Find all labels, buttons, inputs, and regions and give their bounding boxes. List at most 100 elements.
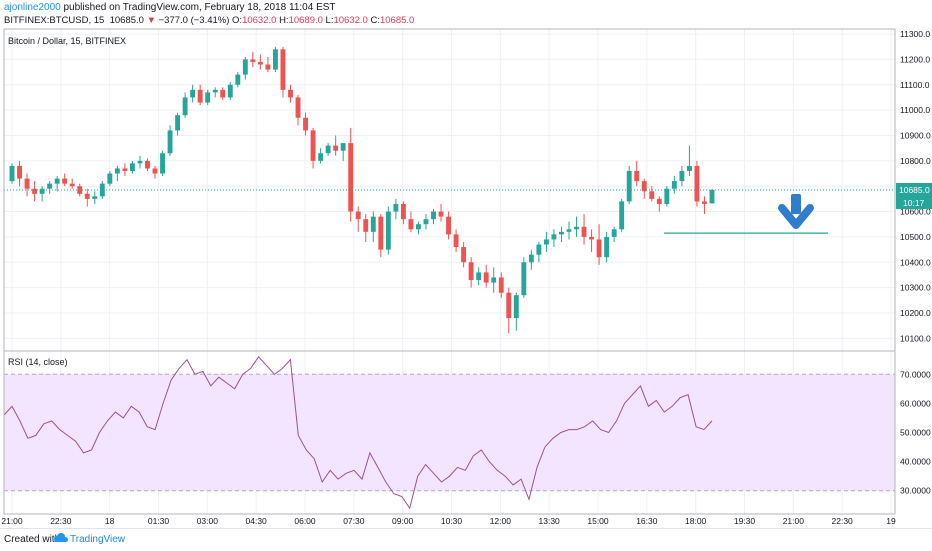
countdown-label: 10:17 bbox=[903, 198, 925, 208]
candle-body bbox=[295, 97, 301, 118]
price-tick-label: 10500.0 bbox=[900, 232, 931, 242]
time-tick-label: 04:30 bbox=[246, 516, 268, 526]
candle-body bbox=[385, 211, 391, 250]
candle-body bbox=[596, 239, 602, 258]
candle-body bbox=[408, 219, 414, 230]
tradingview-cloud-icon bbox=[54, 533, 68, 542]
candle-body bbox=[152, 168, 158, 174]
countdown-bg bbox=[896, 196, 932, 209]
candle-body bbox=[574, 226, 579, 230]
symbol-line: BITFINEX:BTCUSD, 15 10685.0 ▼ −377.0 (−3… bbox=[4, 15, 414, 26]
price-tick-label: 10200.0 bbox=[900, 308, 931, 318]
candle-body bbox=[513, 295, 519, 319]
candle-body bbox=[62, 178, 68, 184]
candle-body bbox=[521, 262, 527, 296]
rsi-line bbox=[3, 355, 713, 510]
footer: Created with TradingView bbox=[0, 528, 932, 551]
price-tick-label: 10600.0 bbox=[900, 207, 931, 217]
candle-body bbox=[17, 165, 22, 179]
tradingview-brand-link[interactable]: TradingView bbox=[70, 534, 126, 545]
candle-body bbox=[461, 247, 467, 263]
candle-body bbox=[370, 216, 376, 232]
candle-body bbox=[393, 203, 399, 212]
candle-body bbox=[114, 168, 120, 174]
time-tick-label: 13:30 bbox=[539, 516, 561, 526]
close-label: C: bbox=[370, 15, 380, 26]
rsi-tick-label: 50.0000 bbox=[900, 428, 931, 438]
price-tick-label: 10800.0 bbox=[900, 156, 931, 166]
author-link[interactable]: ajonline2000 bbox=[4, 2, 61, 13]
candle-body bbox=[265, 64, 271, 70]
rsi-tick-label: 40.0000 bbox=[900, 457, 931, 467]
candle-body bbox=[671, 181, 677, 189]
candle-body bbox=[205, 92, 211, 103]
time-tick-label: 19 bbox=[886, 516, 896, 526]
candle-body bbox=[145, 160, 150, 169]
rsi-tick-label: 60.0000 bbox=[900, 398, 931, 408]
price-tick-label: 11200.0 bbox=[900, 54, 930, 64]
candle-body bbox=[182, 97, 188, 116]
change-arrow-icon: ▼ bbox=[146, 15, 156, 26]
candle-body bbox=[619, 201, 625, 230]
candle-body bbox=[250, 59, 256, 62]
candle-body bbox=[303, 117, 308, 131]
chart-header: ajonline2000 published on TradingView.co… bbox=[0, 0, 932, 28]
price-tick-label: 10900.0 bbox=[900, 130, 931, 140]
candle-body bbox=[167, 130, 173, 154]
close-value: 10685.0 bbox=[379, 15, 415, 26]
candle-body bbox=[378, 216, 384, 250]
candle-body bbox=[257, 61, 263, 65]
candle-body bbox=[476, 272, 482, 281]
time-tick-label: 18 bbox=[105, 516, 115, 526]
open-label: O: bbox=[232, 15, 243, 26]
candle-body bbox=[423, 219, 429, 225]
time-tick-label: 10:30 bbox=[441, 516, 463, 526]
chart-area[interactable]: 11300.0 11200.0 11100.0 11000.0 10900.0 10800… bbox=[0, 28, 932, 528]
rsi-axis[interactable]: 70.0000 60.0000 50.0000 40.0000 30.0000 bbox=[900, 369, 931, 495]
symbol-label: BITFINEX:BTCUSD, 15 bbox=[4, 15, 105, 26]
candle-body bbox=[581, 226, 587, 237]
price-axis[interactable]: 11300.0 11200.0 11100.0 11000.0 10900.0 10800… bbox=[900, 29, 931, 343]
time-tick-label: 12:00 bbox=[490, 516, 512, 526]
candle-body bbox=[340, 143, 346, 151]
candle-body bbox=[694, 165, 700, 202]
time-tick-label: 21:00 bbox=[783, 516, 805, 526]
candle-body bbox=[32, 188, 38, 194]
candle-body bbox=[288, 89, 293, 98]
candle-body bbox=[197, 89, 203, 103]
candle-body bbox=[242, 59, 248, 75]
candle-body bbox=[212, 89, 218, 93]
price-tick-label: 10100.0 bbox=[900, 333, 931, 343]
candle-body bbox=[84, 193, 90, 199]
candle-body bbox=[641, 181, 647, 192]
rsi-tick-label: 70.0000 bbox=[900, 369, 931, 379]
time-axis[interactable]: 21:00 22:30 18 01:30 03:00 04:30 06:00 07:30 09:… bbox=[1, 516, 896, 526]
time-tick-label: 06:00 bbox=[294, 516, 316, 526]
time-tick-label: 09:00 bbox=[392, 516, 414, 526]
candle-body bbox=[506, 292, 512, 319]
time-tick-label: 22:30 bbox=[50, 516, 72, 526]
last-price: 10685.0 bbox=[109, 15, 144, 26]
time-tick-label: 15:00 bbox=[587, 516, 609, 526]
candle-body bbox=[9, 165, 15, 182]
candle-body bbox=[438, 211, 444, 217]
candle-body bbox=[664, 188, 670, 204]
published-text: published on TradingView.com, February 1… bbox=[63, 2, 336, 13]
time-tick-label: 19:30 bbox=[734, 516, 756, 526]
candle-body bbox=[272, 49, 278, 70]
time-tick-label: 21:00 bbox=[1, 516, 23, 526]
price-tick-label: 10300.0 bbox=[900, 283, 931, 293]
candle-body bbox=[709, 190, 715, 204]
candle-body bbox=[227, 84, 233, 98]
time-tick-label: 01:30 bbox=[148, 516, 170, 526]
candle-body bbox=[348, 143, 354, 212]
price-tick-label: 11300.0 bbox=[900, 29, 930, 39]
candle-body bbox=[99, 183, 105, 197]
grid bbox=[4, 29, 895, 514]
created-with-label: Created with bbox=[4, 534, 61, 545]
candle-body bbox=[528, 254, 534, 263]
publish-line: ajonline2000 published on TradingView.co… bbox=[4, 2, 336, 13]
down-arrow-icon[interactable] bbox=[778, 194, 814, 229]
rsi-pane-title: RSI (14, close) bbox=[8, 357, 68, 367]
price-tag-bg bbox=[896, 183, 932, 196]
